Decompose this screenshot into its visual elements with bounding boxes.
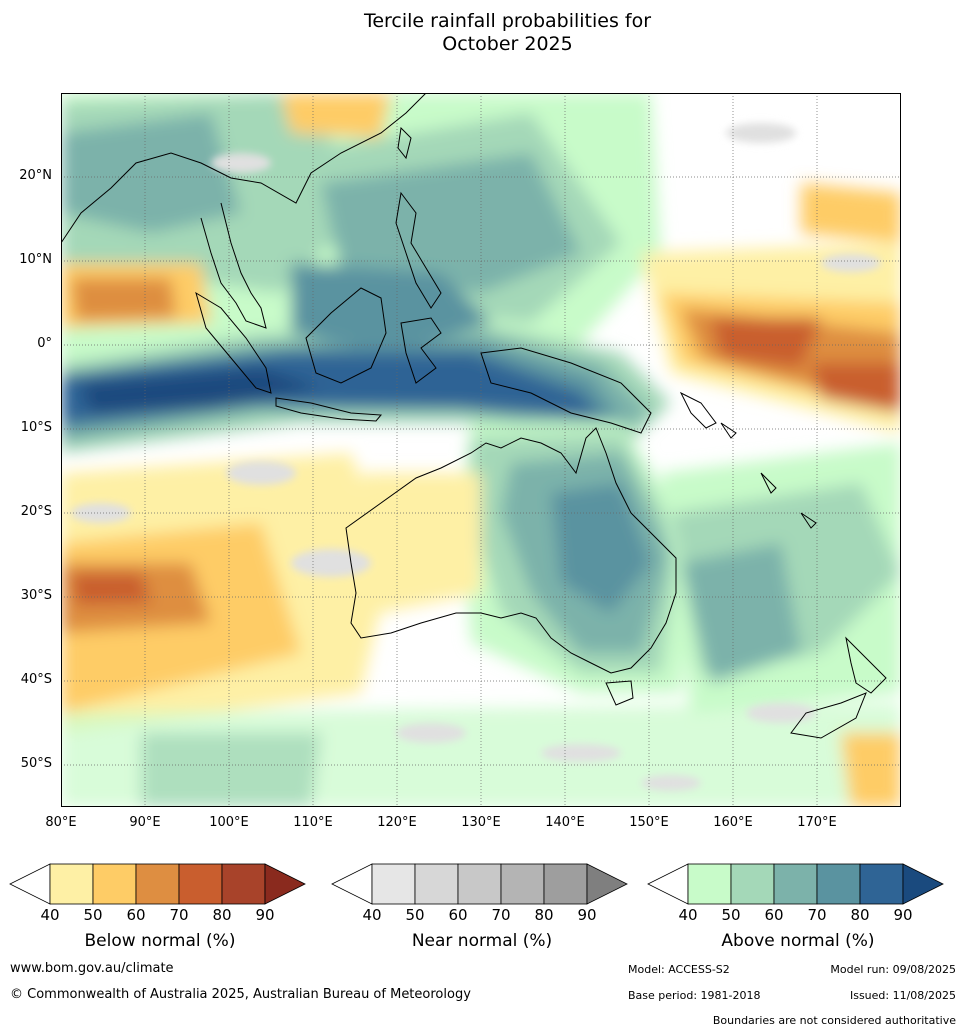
colorbar-under-extension	[331, 863, 373, 905]
colorbar-tick-label: 80	[212, 906, 232, 924]
colorbar-bin	[49, 863, 94, 905]
map-title: Tercile rainfall probabilities for Octob…	[0, 10, 965, 56]
issued-text: Issued: 11/08/2025	[849, 989, 956, 1002]
lon-label-80e: 80°E	[45, 815, 77, 830]
coastlines	[61, 93, 887, 739]
colorbar-tick-label: 60	[126, 906, 146, 924]
lat-label-50s: 50°S	[20, 756, 52, 771]
website-link[interactable]: www.bom.gov.au/climate	[10, 961, 174, 976]
lon-label-90e: 90°E	[129, 815, 161, 830]
colorbar-tick-label: 90	[893, 906, 913, 924]
lat-label-20n: 20°N	[19, 168, 52, 183]
above-normal-title: Above normal (%)	[721, 931, 875, 951]
rainfall-probability-map	[61, 93, 901, 807]
colorbar-tick-label: 50	[83, 906, 103, 924]
colorbar-bin	[816, 863, 861, 905]
lat-label-20s: 20°S	[20, 504, 52, 519]
above-normal-colorbar	[647, 863, 944, 905]
colorbar-tick-label: 60	[448, 906, 468, 924]
lat-label-10n: 10°N	[19, 252, 52, 267]
colorbar-tick-label: 80	[534, 906, 554, 924]
colorbar-tick-label: 40	[40, 906, 60, 924]
colorbar-bin	[178, 863, 223, 905]
lon-label-100e: 100°E	[209, 815, 249, 830]
colorbar-tick-label: 90	[577, 906, 597, 924]
colorbar-tick-label: 70	[807, 906, 827, 924]
lat-label-40s: 40°S	[20, 672, 52, 687]
colorbar-tick-label: 50	[721, 906, 741, 924]
lon-label-140e: 140°E	[545, 815, 585, 830]
near-normal-title: Near normal (%)	[411, 931, 553, 951]
map-border	[61, 93, 901, 807]
model-run-text: Model run: 09/08/2025	[830, 963, 956, 976]
colorbar-bin	[687, 863, 732, 905]
colorbar-bin	[500, 863, 545, 905]
colorbar-bin	[457, 863, 502, 905]
colorbar-bin	[730, 863, 775, 905]
copyright-text: © Commonwealth of Australia 2025, Austra…	[10, 987, 471, 1002]
lon-label-120e: 120°E	[377, 815, 417, 830]
title-line-2: October 2025	[442, 33, 573, 55]
lon-label-170e: 170°E	[797, 815, 837, 830]
lat-label-30s: 30°S	[20, 588, 52, 603]
lat-label-0: 0°	[37, 336, 52, 351]
colorbar-tick-label: 70	[169, 906, 189, 924]
colorbar-bin	[92, 863, 137, 905]
colorbar-under-extension	[647, 863, 689, 905]
model-text: Model: ACCESS-S2	[628, 963, 730, 976]
colorbar-tick-label: 50	[405, 906, 425, 924]
below-normal-title: Below normal (%)	[84, 931, 236, 951]
colorbar-under-extension	[9, 863, 51, 905]
colorbar-bin	[773, 863, 818, 905]
colorbar-tick-label: 80	[850, 906, 870, 924]
colorbar-bin	[135, 863, 180, 905]
colorbar-bin	[543, 863, 588, 905]
colorbar-bin	[859, 863, 904, 905]
colorbar-bin	[371, 863, 416, 905]
colorbar-tick-label: 70	[491, 906, 511, 924]
lon-label-130e: 130°E	[461, 815, 501, 830]
lat-label-10s: 10°S	[20, 420, 52, 435]
colorbar-over-extension	[264, 863, 306, 905]
near-normal-colorbar	[331, 863, 628, 905]
colorbar-tick-label: 90	[255, 906, 275, 924]
lon-label-150e: 150°E	[629, 815, 669, 830]
base-period-text: Base period: 1981-2018	[628, 989, 761, 1002]
disclaimer-text: Boundaries are not considered authoritat…	[712, 1014, 956, 1027]
probability-field	[61, 93, 901, 807]
colorbar-tick-label: 40	[678, 906, 698, 924]
colorbar-over-extension	[902, 863, 944, 905]
title-line-1: Tercile rainfall probabilities for	[363, 10, 652, 32]
graticule	[61, 93, 901, 807]
colorbar-over-extension	[586, 863, 628, 905]
below-normal-colorbar	[9, 863, 306, 905]
colorbar-bin	[221, 863, 266, 905]
colorbar-tick-label: 60	[764, 906, 784, 924]
lon-label-160e: 160°E	[713, 815, 753, 830]
colorbar-tick-label: 40	[362, 906, 382, 924]
lon-label-110e: 110°E	[293, 815, 333, 830]
colorbar-bin	[414, 863, 459, 905]
